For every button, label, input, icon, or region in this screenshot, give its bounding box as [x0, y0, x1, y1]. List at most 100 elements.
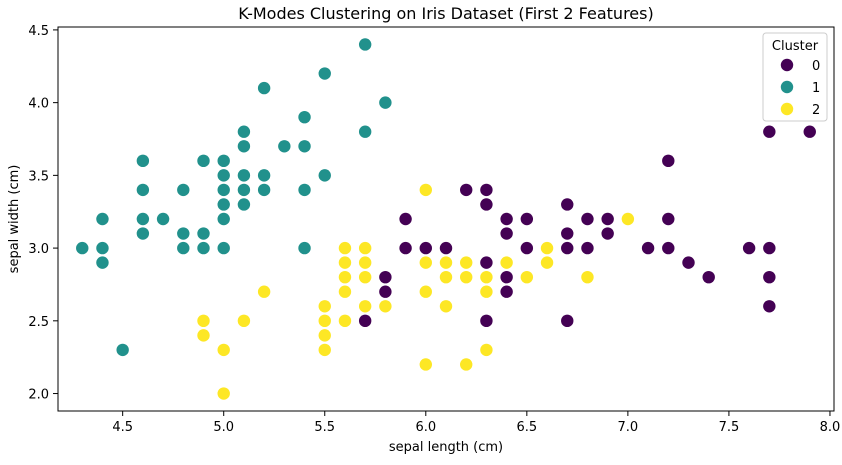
- y-tick-label: 3.0: [28, 242, 49, 257]
- cluster-2-point: [419, 285, 432, 298]
- cluster-1-point: [197, 227, 210, 240]
- cluster-0-point: [601, 227, 614, 240]
- cluster-1-point: [136, 212, 150, 226]
- cluster-2-point: [358, 241, 372, 255]
- cluster-0-point: [682, 256, 695, 269]
- y-tick-label: 2.5: [28, 315, 49, 330]
- cluster-2-point: [621, 212, 635, 226]
- cluster-0-point: [803, 125, 816, 138]
- cluster-1-point: [76, 241, 89, 255]
- cluster-1-point: [136, 227, 150, 240]
- cluster-1-point: [298, 140, 311, 153]
- cluster-0-point: [763, 241, 776, 255]
- cluster-2-point: [460, 358, 473, 371]
- cluster-2-point: [460, 256, 473, 269]
- cluster-1-point: [197, 241, 210, 255]
- cluster-0-point: [379, 270, 392, 284]
- cluster-1-point: [217, 169, 230, 182]
- cluster-0-point: [379, 285, 392, 298]
- cluster-1-point: [217, 183, 230, 197]
- cluster-0-point: [662, 154, 675, 168]
- cluster-0-point: [358, 314, 372, 328]
- cluster-2-point: [419, 256, 432, 269]
- legend-marker-1: [780, 80, 794, 94]
- cluster-1-point: [237, 198, 251, 211]
- legend-marker-2: [780, 102, 794, 116]
- cluster-2-point: [318, 300, 331, 313]
- cluster-1-point: [237, 169, 251, 182]
- chart-title: K-Modes Clustering on Iris Dataset (Firs…: [238, 4, 653, 23]
- cluster-1-point: [358, 38, 372, 51]
- cluster-2-point: [338, 256, 352, 269]
- x-tick-label: 7.5: [719, 420, 740, 435]
- x-axis-label: sepal length (cm): [389, 440, 503, 455]
- cluster-0-point: [480, 183, 493, 197]
- cluster-0-point: [500, 227, 513, 240]
- y-tick-label: 4.5: [28, 24, 49, 39]
- cluster-0-point: [763, 300, 776, 313]
- cluster-1-point: [358, 125, 372, 138]
- cluster-2-point: [318, 314, 331, 328]
- cluster-0-point: [763, 270, 776, 284]
- cluster-1-point: [217, 154, 230, 168]
- cluster-1-point: [237, 140, 251, 153]
- cluster-1-point: [96, 241, 109, 255]
- cluster-1-point: [237, 125, 251, 138]
- x-tick-label: 7.0: [618, 420, 639, 435]
- cluster-0-point: [480, 314, 493, 328]
- cluster-1-point: [237, 183, 251, 197]
- cluster-2-point: [318, 329, 331, 342]
- cluster-2-point: [439, 270, 453, 284]
- legend: Cluster 0 1 2: [762, 32, 828, 122]
- cluster-2-point: [581, 270, 594, 284]
- cluster-1-point: [96, 256, 109, 269]
- cluster-0-point: [520, 212, 534, 226]
- cluster-2-point: [540, 256, 554, 269]
- cluster-2-point: [540, 241, 554, 255]
- y-tick-label: 3.5: [28, 169, 49, 184]
- legend-items: 0 1 2: [780, 58, 820, 118]
- x-tick-label: 6.5: [516, 420, 537, 435]
- y-axis: 2.0 2.5 3.0 3.5 4.0 4.5: [28, 24, 58, 403]
- cluster-0-point: [480, 198, 493, 211]
- legend-box: [762, 32, 828, 122]
- cluster-2-point: [358, 256, 372, 269]
- cluster-0-point: [662, 212, 675, 226]
- cluster-1-point: [217, 212, 230, 226]
- cluster-0-point: [561, 227, 574, 240]
- cluster-1-point: [136, 183, 150, 197]
- cluster-0-point: [581, 212, 594, 226]
- cluster-2-point: [197, 314, 210, 328]
- plot-area: [58, 27, 834, 411]
- cluster-0-point: [500, 212, 513, 226]
- cluster-1-point: [257, 81, 271, 95]
- y-axis-label: sepal width (cm): [7, 165, 22, 274]
- cluster-0-point: [480, 256, 493, 269]
- cluster-2-point: [480, 285, 493, 298]
- cluster-1-point: [177, 183, 190, 197]
- cluster-1-point: [318, 67, 331, 80]
- x-tick-label: 6.0: [415, 420, 436, 435]
- cluster-0-point: [581, 241, 594, 255]
- cluster-0-point: [702, 270, 715, 284]
- cluster-1-point: [257, 169, 271, 182]
- cluster-1-point: [298, 241, 311, 255]
- cluster-0-point: [520, 241, 534, 255]
- cluster-2-point: [480, 343, 493, 357]
- cluster-1-point: [379, 96, 392, 109]
- x-tick-label: 8.0: [820, 420, 841, 435]
- cluster-2-point: [358, 270, 372, 284]
- y-tick-label: 4.0: [28, 97, 49, 112]
- cluster-2-point: [500, 256, 513, 269]
- cluster-1-point: [136, 154, 150, 168]
- cluster-0-point: [601, 212, 614, 226]
- cluster-0-point: [561, 198, 574, 211]
- cluster-2-point: [358, 300, 372, 313]
- legend-label-2: 2: [812, 103, 820, 118]
- cluster-1-point: [197, 154, 210, 168]
- cluster-1-point: [156, 212, 170, 226]
- cluster-1-point: [318, 169, 331, 182]
- cluster-2-point: [439, 256, 453, 269]
- cluster-0-point: [399, 241, 412, 255]
